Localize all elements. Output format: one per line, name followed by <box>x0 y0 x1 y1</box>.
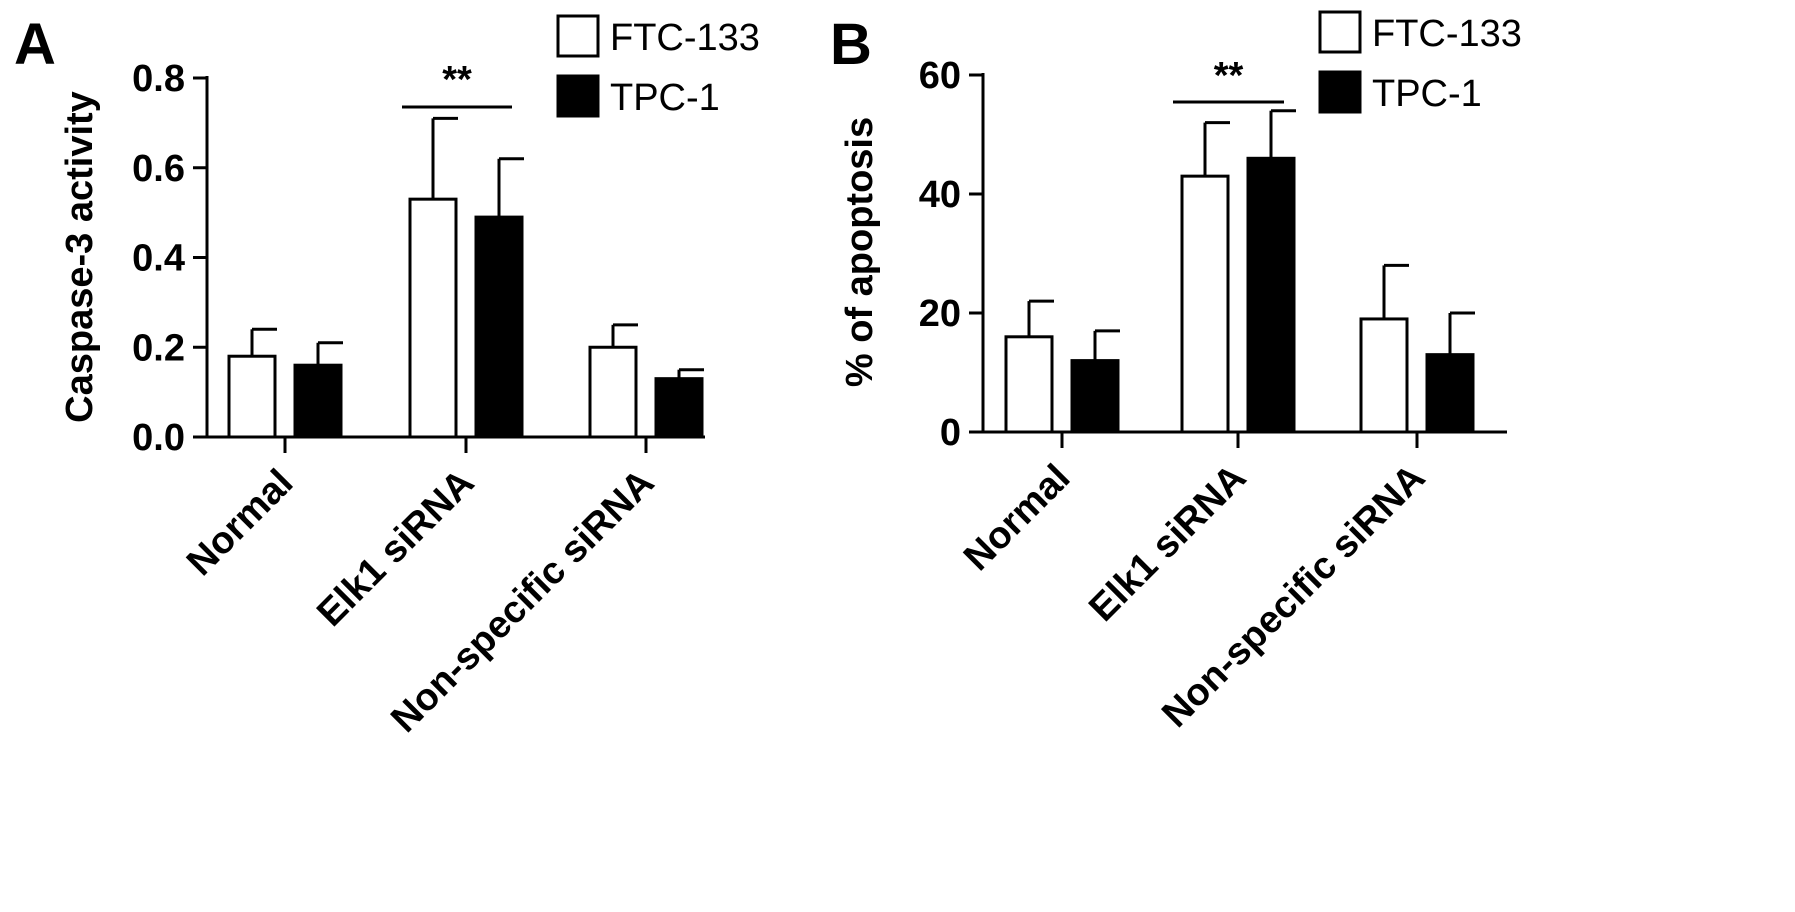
significance-marker: ** <box>442 59 472 101</box>
y-axis-label: Caspase-3 activity <box>59 91 101 423</box>
bar-tpc-1-0 <box>1070 359 1120 434</box>
bar-ftc-133-2 <box>1359 317 1409 434</box>
y-tick-label: 0.0 <box>132 417 185 459</box>
panel-letter: B <box>830 12 872 77</box>
legend-label: FTC-133 <box>1372 13 1522 55</box>
bar-tpc-1-2 <box>1425 353 1475 434</box>
bar-tpc-1-0 <box>293 363 343 439</box>
bar-tpc-1-1 <box>474 215 524 439</box>
y-tick-label: 0.6 <box>132 148 185 190</box>
bar-tpc-1-1 <box>1246 156 1296 434</box>
y-tick-label: 0.2 <box>132 327 185 369</box>
y-tick-label: 60 <box>919 55 961 97</box>
significance-marker: ** <box>1214 55 1244 97</box>
legend-label: FTC-133 <box>610 17 760 59</box>
bar-tpc-1-2 <box>654 377 704 439</box>
legend-swatch <box>556 74 600 118</box>
panel-letter: A <box>14 12 56 77</box>
y-tick-label: 0.4 <box>132 238 185 280</box>
y-tick-label: 40 <box>919 174 961 216</box>
legend-swatch <box>1318 70 1362 114</box>
y-axis-label: % of apoptosis <box>839 117 881 387</box>
bar-ftc-133-0 <box>1004 335 1054 434</box>
bar-ftc-133-2 <box>588 345 638 439</box>
legend-label: TPC-1 <box>610 77 720 119</box>
bar-ftc-133-1 <box>1180 174 1230 434</box>
y-tick-label: 0 <box>940 412 961 454</box>
legend-swatch <box>1318 10 1362 54</box>
bar-ftc-133-1 <box>408 197 458 439</box>
legend-label: TPC-1 <box>1372 73 1482 115</box>
bar-ftc-133-0 <box>227 354 277 439</box>
legend-swatch <box>556 14 600 58</box>
y-tick-label: 20 <box>919 293 961 335</box>
y-tick-label: 0.8 <box>132 58 185 100</box>
